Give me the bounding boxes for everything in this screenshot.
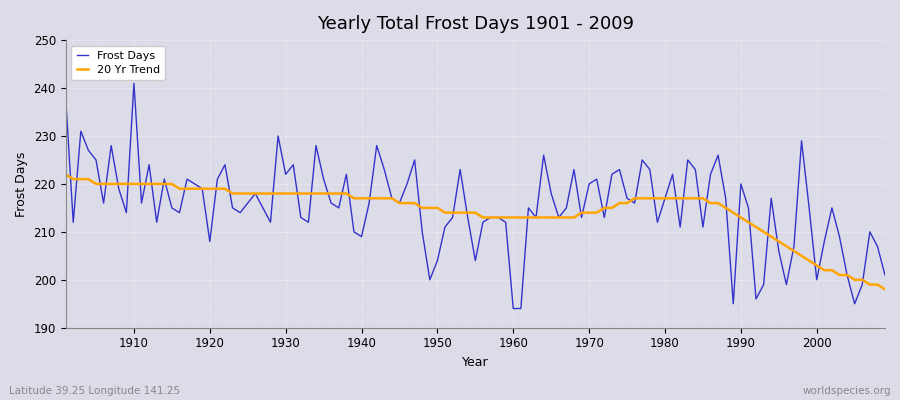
Frost Days	[129, 81, 140, 86]
20 Yr Trend	[121, 182, 131, 186]
Line: 20 Yr Trend: 20 Yr Trend	[66, 174, 885, 289]
Legend: Frost Days, 20 Yr Trend: Frost Days, 20 Yr Trend	[71, 46, 166, 80]
Frost Days	[60, 95, 71, 100]
Text: Latitude 39.25 Longitude 141.25: Latitude 39.25 Longitude 141.25	[9, 386, 180, 396]
20 Yr Trend	[288, 191, 299, 196]
20 Yr Trend	[333, 191, 344, 196]
Frost Days	[879, 272, 890, 277]
20 Yr Trend	[598, 206, 609, 210]
20 Yr Trend	[60, 172, 71, 177]
20 Yr Trend	[879, 287, 890, 292]
Frost Days	[341, 172, 352, 177]
X-axis label: Year: Year	[462, 356, 489, 369]
Y-axis label: Frost Days: Frost Days	[15, 151, 28, 217]
Line: Frost Days: Frost Days	[66, 83, 885, 308]
Frost Days	[508, 306, 518, 311]
Frost Days	[295, 215, 306, 220]
Frost Days	[121, 210, 131, 215]
Frost Days	[523, 206, 534, 210]
Frost Days	[614, 167, 625, 172]
20 Yr Trend	[508, 215, 518, 220]
Title: Yearly Total Frost Days 1901 - 2009: Yearly Total Frost Days 1901 - 2009	[317, 15, 634, 33]
Frost Days	[516, 306, 526, 311]
Text: worldspecies.org: worldspecies.org	[803, 386, 891, 396]
20 Yr Trend	[500, 215, 511, 220]
